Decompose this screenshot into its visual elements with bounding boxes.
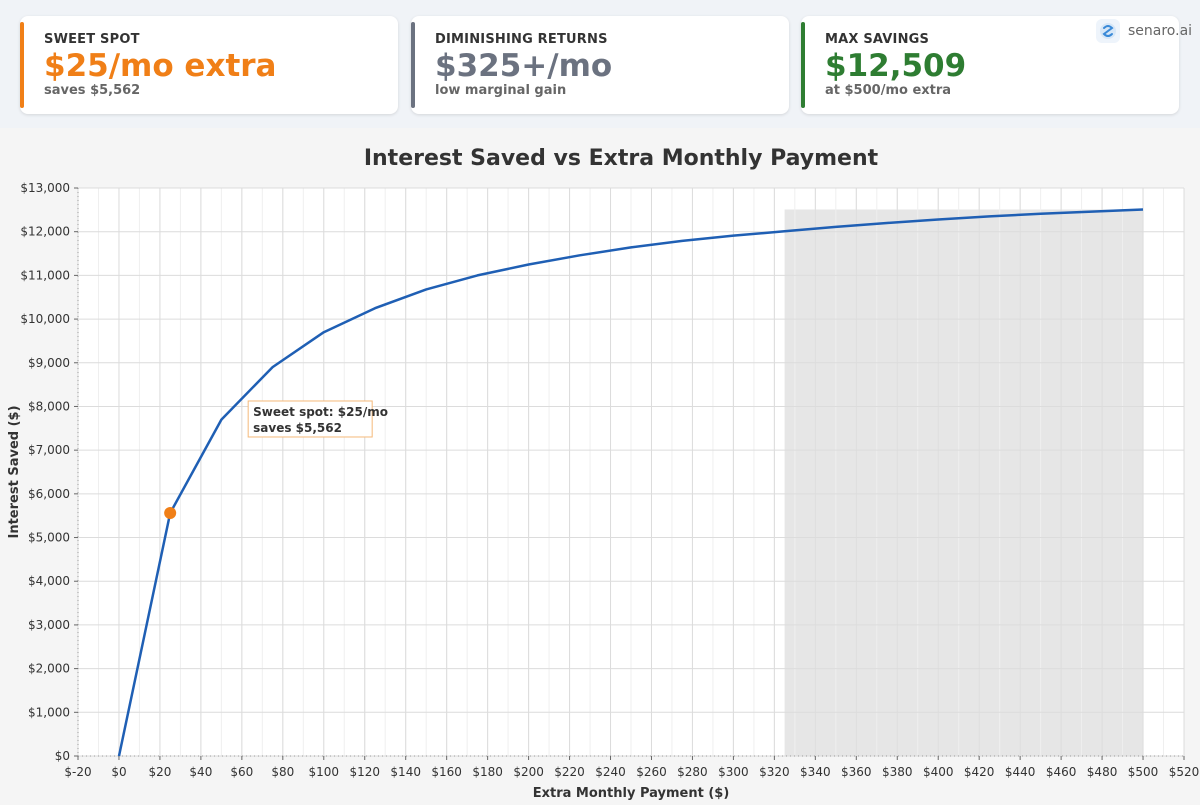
x-tick-label: $460 <box>1046 765 1077 779</box>
x-tick-label: $160 <box>431 765 462 779</box>
x-tick-label: $500 <box>1128 765 1159 779</box>
chart-title: Interest Saved vs Extra Monthly Payment <box>364 146 879 171</box>
card-value: $12,509 <box>825 48 967 84</box>
sweet-spot-marker <box>164 506 177 519</box>
x-tick-label: $60 <box>230 765 253 779</box>
chart-panel: $-20 $0 $20 $40 $60 $80 $100 $120 $140 $160 $180 $2… <box>0 128 1200 805</box>
card-accent-bar <box>20 22 24 108</box>
y-axis-label: Interest Saved ($) <box>7 405 22 538</box>
summary-cards: SWEET SPOT $25/mo extra saves $5,562 DIM… <box>0 0 1200 128</box>
card-label: MAX SAVINGS <box>825 32 930 47</box>
y-tick-label: $4,000 <box>28 574 70 588</box>
x-tick-label: $140 <box>390 765 421 779</box>
card-accent-bar <box>411 22 415 108</box>
x-tick-label: $220 <box>554 765 585 779</box>
x-tick-label: $340 <box>800 765 831 779</box>
card-label: SWEET SPOT <box>44 32 140 47</box>
sweet-spot-card: SWEET SPOT $25/mo extra saves $5,562 <box>20 16 398 114</box>
y-tick-label: $12,000 <box>20 225 70 239</box>
interest-saved-chart: $-20 $0 $20 $40 $60 $80 $100 $120 $140 $160 $180 $2… <box>7 146 1200 801</box>
y-tick-label: $5,000 <box>28 531 70 545</box>
x-tick-label: $0 <box>111 765 126 779</box>
x-tick-label: $420 <box>964 765 995 779</box>
x-axis-label: Extra Monthly Payment ($) <box>533 786 730 801</box>
diminishing-returns-card: DIMINISHING RETURNS $325+/mo low margina… <box>411 16 789 114</box>
y-tick-label: $3,000 <box>28 618 70 632</box>
annotation-box <box>247 400 373 438</box>
x-tick-label: $320 <box>759 765 790 779</box>
x-tick-label: $280 <box>677 765 708 779</box>
x-tick-label: $240 <box>595 765 626 779</box>
x-tick-label: $380 <box>882 765 913 779</box>
x-tick-label: $200 <box>513 765 544 779</box>
x-tick-label: $120 <box>349 765 380 779</box>
x-tick-label: $20 <box>148 765 171 779</box>
x-tick-label: $-20 <box>64 765 91 779</box>
annotation-text: saves $5,562 <box>253 421 342 435</box>
interest-saved-line <box>117 208 1144 757</box>
card-accent-bar <box>801 22 805 108</box>
y-tick-label: $2,000 <box>28 662 70 676</box>
x-tick-label: $300 <box>718 765 749 779</box>
card-subtext: low marginal gain <box>435 83 567 98</box>
x-tick-label: $480 <box>1087 765 1118 779</box>
card-label: DIMINISHING RETURNS <box>435 32 608 47</box>
senaro-logo-icon <box>1096 19 1120 43</box>
y-tick-label: $7,000 <box>28 443 70 457</box>
card-subtext: saves $5,562 <box>44 83 141 98</box>
x-tick-label: $80 <box>271 765 294 779</box>
y-tick-label: $10,000 <box>20 312 70 326</box>
annotation-text: Sweet spot: $25/mo <box>253 405 388 419</box>
y-tick-label: $11,000 <box>20 268 70 282</box>
diminishing-returns-region <box>784 209 1144 756</box>
x-tick-label: $520 <box>1169 765 1200 779</box>
x-tick-label: $400 <box>923 765 954 779</box>
y-tick-label: $0 <box>55 749 70 763</box>
x-tick-label: $260 <box>636 765 667 779</box>
card-subtext: at $500/mo extra <box>825 83 952 98</box>
y-tick-label: $8,000 <box>28 399 70 413</box>
x-tick-label: $40 <box>189 765 212 779</box>
x-tick-label: $180 <box>472 765 503 779</box>
x-tick-label: $100 <box>309 765 340 779</box>
x-tick-label: $360 <box>841 765 872 779</box>
brand-name: senaro.ai <box>1128 23 1193 39</box>
y-tick-label: $6,000 <box>28 487 70 501</box>
x-tick-label: $440 <box>1005 765 1036 779</box>
card-value: $25/mo extra <box>44 48 277 84</box>
y-tick-label: $9,000 <box>28 356 70 370</box>
y-tick-label: $1,000 <box>28 705 70 719</box>
card-value: $325+/mo <box>435 48 613 84</box>
y-tick-label: $13,000 <box>20 181 70 195</box>
brand-badge[interactable]: senaro.ai <box>1096 18 1192 44</box>
